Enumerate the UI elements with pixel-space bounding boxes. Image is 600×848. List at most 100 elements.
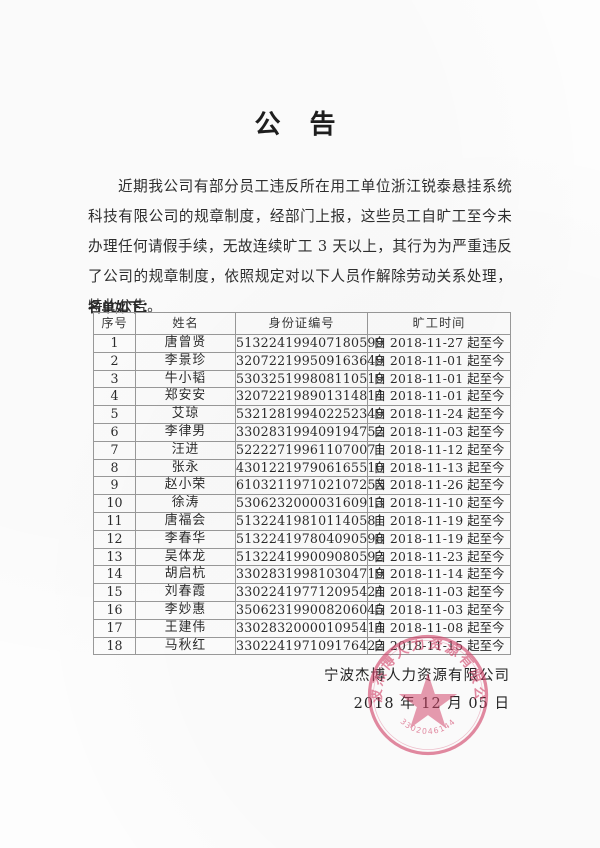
absence-prefix: 自 bbox=[373, 601, 386, 617]
cell-absence-time: 自 2018-11-13 起至今 bbox=[367, 458, 511, 478]
cell-absence-time: 自 2018-11-03 起至今 bbox=[367, 583, 511, 602]
absence-prefix: 自 bbox=[373, 352, 386, 368]
absence-prefix: 自 bbox=[373, 566, 386, 582]
absence-suffix: 起至今 bbox=[467, 512, 505, 528]
absence-prefix: 自 bbox=[373, 459, 386, 475]
cell-id-number: 330283199810304719 bbox=[235, 565, 384, 585]
cell-sequence-number: 17 bbox=[93, 618, 136, 638]
table-row: 12 李春华 513224197804090598 自 2018-11-19 起至今 bbox=[93, 529, 511, 549]
cell-employee-name: 李春华 bbox=[135, 529, 236, 549]
absence-start-date: 2018-11-19 bbox=[389, 530, 464, 546]
cell-employee-name: 马秋红 bbox=[135, 636, 236, 656]
absence-suffix: 起至今 bbox=[467, 441, 505, 457]
column-header-id: 身份证编号 bbox=[235, 312, 368, 335]
cell-id-number: 61032119710210725X bbox=[235, 476, 385, 496]
cell-sequence-number: 1 bbox=[93, 334, 136, 353]
cell-sequence-number: 3 bbox=[93, 369, 136, 389]
cell-absence-time: 自 2018-11-19 起至今 bbox=[367, 529, 511, 549]
cell-sequence-number: 16 bbox=[93, 600, 136, 620]
absence-start-date: 2018-11-03 bbox=[389, 423, 464, 439]
absence-start-date: 2018-11-23 bbox=[389, 548, 464, 564]
cell-id-number: 522227199611070071 bbox=[235, 440, 384, 460]
absence-suffix: 起至今 bbox=[467, 495, 505, 511]
cell-sequence-number: 10 bbox=[93, 494, 136, 513]
cell-absence-time: 自 2018-11-26 起至今 bbox=[367, 476, 511, 496]
cell-id-number: 530325199808110519 bbox=[235, 369, 384, 389]
absence-suffix: 起至今 bbox=[467, 637, 505, 653]
table-row: 10 徐涛 530623200003160913 自 2018-11-10 起至今 bbox=[93, 494, 511, 513]
cell-employee-name: 吴体龙 bbox=[135, 547, 236, 567]
cell-absence-time: 自 2018-11-03 起至今 bbox=[367, 422, 511, 442]
absence-start-date: 2018-11-24 bbox=[389, 406, 464, 422]
cell-id-number: 330224197712095424 bbox=[235, 583, 384, 602]
absence-start-date: 2018-11-27 bbox=[389, 335, 464, 350]
absence-start-date: 2018-11-01 bbox=[389, 388, 464, 404]
cell-absence-time: 自 2018-11-10 起至今 bbox=[367, 494, 511, 513]
absence-prefix: 自 bbox=[373, 388, 386, 404]
absence-start-date: 2018-11-26 bbox=[389, 477, 464, 493]
cell-absence-time: 自 2018-11-15 起至今 bbox=[367, 636, 511, 656]
cell-absence-time: 自 2018-11-19 起至今 bbox=[367, 511, 511, 531]
table-row: 4 郑安安 320722198901314814 自 2018-11-01 起至今 bbox=[93, 387, 511, 407]
cell-absence-time: 自 2018-11-23 起至今 bbox=[367, 547, 511, 567]
cell-id-number: 320722199509163649 bbox=[235, 351, 384, 371]
cell-id-number: 430122197906165510 bbox=[235, 458, 384, 478]
cell-employee-name: 郑安安 bbox=[135, 387, 236, 407]
cell-employee-name: 刘春霞 bbox=[135, 583, 236, 602]
cell-employee-name: 牛小韬 bbox=[135, 369, 236, 389]
absence-start-date: 2018-11-01 bbox=[389, 352, 464, 368]
cell-sequence-number: 4 bbox=[93, 387, 136, 407]
cell-sequence-number: 18 bbox=[93, 636, 136, 656]
cell-id-number: 513224199407180599 bbox=[235, 334, 384, 353]
cell-absence-time: 自 2018-11-08 起至今 bbox=[367, 618, 511, 638]
absence-prefix: 自 bbox=[373, 406, 386, 422]
absence-suffix: 起至今 bbox=[467, 548, 505, 564]
cell-id-number: 530623200003160913 bbox=[235, 494, 384, 513]
cell-absence-time: 自 2018-11-27 起至今 bbox=[367, 334, 511, 353]
cell-absence-time: 自 2018-11-12 起至今 bbox=[367, 440, 511, 460]
table-row: 13 吴体龙 513224199009080592 自 2018-11-23 起至今 bbox=[93, 547, 511, 567]
cell-employee-name: 胡启杭 bbox=[135, 565, 236, 585]
absence-prefix: 自 bbox=[373, 637, 386, 653]
absence-suffix: 起至今 bbox=[467, 601, 505, 617]
absence-start-date: 2018-11-03 bbox=[389, 584, 464, 600]
table-row: 2 李景珍 320722199509163649 自 2018-11-01 起至今 bbox=[93, 351, 511, 371]
absence-suffix: 起至今 bbox=[467, 459, 505, 475]
column-header-no: 序号 bbox=[93, 312, 136, 335]
cell-employee-name: 张永 bbox=[135, 458, 236, 478]
cell-sequence-number: 6 bbox=[93, 422, 136, 442]
absence-start-date: 2018-11-15 bbox=[389, 637, 464, 653]
cell-absence-time: 自 2018-11-14 起至今 bbox=[367, 565, 511, 585]
cell-employee-name: 李律男 bbox=[135, 422, 236, 442]
table-row: 11 唐福会 513224198101140581 自 2018-11-19 起至今 bbox=[93, 511, 511, 531]
signing-company: 宁波杰博人力资源有限公司 bbox=[324, 668, 510, 684]
cell-id-number: 350623199008206045 bbox=[235, 600, 384, 620]
cell-employee-name: 徐涛 bbox=[135, 494, 236, 513]
cell-sequence-number: 14 bbox=[93, 565, 136, 585]
table-row: 15 刘春霞 330224197712095424 自 2018-11-03 起至今 bbox=[93, 583, 511, 602]
absence-prefix: 自 bbox=[373, 370, 386, 386]
absence-start-date: 2018-11-10 bbox=[389, 495, 464, 511]
cell-id-number: 320722198901314814 bbox=[235, 387, 384, 407]
absence-suffix: 起至今 bbox=[467, 477, 505, 493]
cell-employee-name: 艾琼 bbox=[135, 405, 236, 424]
absence-suffix: 起至今 bbox=[467, 388, 505, 404]
absence-suffix: 起至今 bbox=[467, 370, 505, 386]
cell-absence-time: 自 2018-11-01 起至今 bbox=[367, 351, 511, 371]
cell-id-number: 513224197804090598 bbox=[235, 529, 384, 549]
absence-prefix: 自 bbox=[373, 477, 386, 493]
table-row: 3 牛小韬 530325199808110519 自 2018-11-01 起至今 bbox=[93, 369, 511, 389]
cell-employee-name: 李妙惠 bbox=[135, 600, 236, 620]
table-header: 序号 姓名 身份证编号 旷工时间 bbox=[93, 312, 511, 335]
cell-id-number: 330283200001095414 bbox=[235, 618, 384, 638]
page-title: 公 告 bbox=[254, 110, 346, 140]
cell-absence-time: 自 2018-11-24 起至今 bbox=[367, 405, 511, 424]
cell-id-number: 532128199402252349 bbox=[235, 405, 384, 424]
cell-absence-time: 自 2018-11-01 起至今 bbox=[367, 369, 511, 389]
absence-start-date: 2018-11-12 bbox=[389, 441, 464, 457]
announcement-body: 近期我公司有部分员工违反所在用工单位浙江锐泰悬挂系统科技有限公司的规章制度，经部… bbox=[88, 178, 512, 315]
cell-employee-name: 李景珍 bbox=[135, 351, 236, 371]
absence-suffix: 起至今 bbox=[467, 335, 505, 350]
cell-sequence-number: 7 bbox=[93, 440, 136, 460]
